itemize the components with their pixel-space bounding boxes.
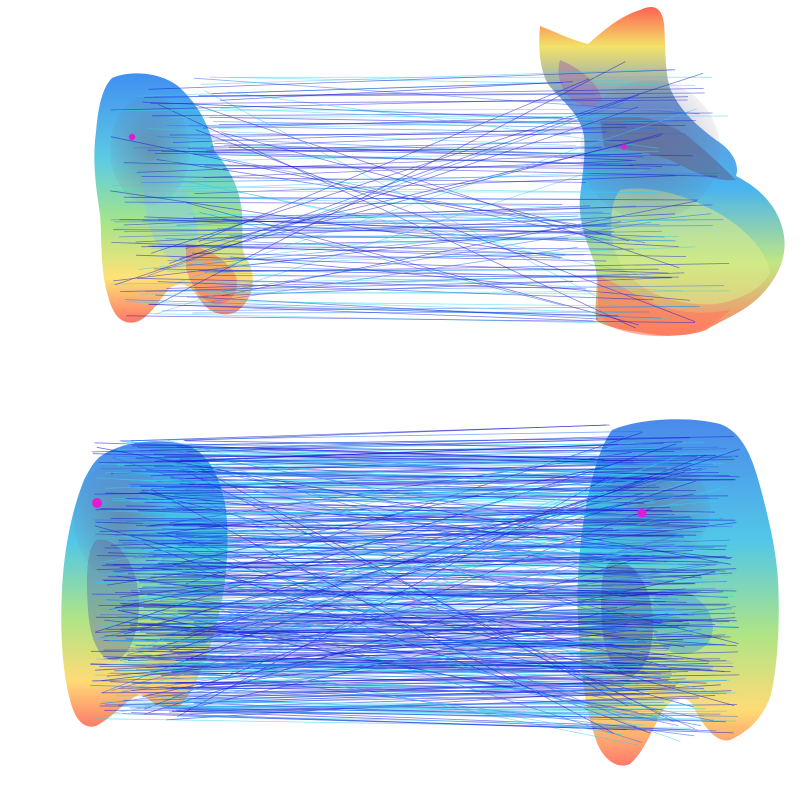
bottom-panel (61, 419, 779, 766)
top-right-cat-shape (539, 6, 785, 337)
bottom-left-keypoint-marker (92, 498, 102, 508)
bottom-correspondence-lines (90, 424, 740, 746)
bottom-right-keypoint-marker (637, 508, 647, 518)
top-left-keypoint-marker (128, 133, 136, 141)
top-panel (94, 6, 785, 337)
top-correspondence-lines (110, 61, 730, 329)
top-right-keypoint-marker (621, 144, 627, 150)
